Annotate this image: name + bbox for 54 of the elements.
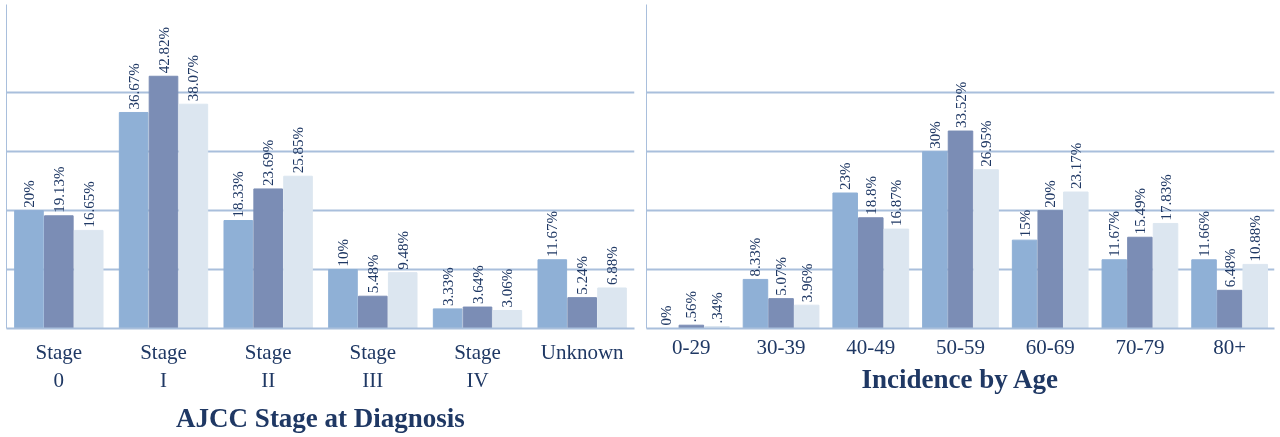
data-label: .34% [708,292,725,324]
x-tick-label: 60-69 [1025,334,1075,359]
data-label: 25.85% [290,126,307,174]
data-label: 23.17% [1067,142,1084,190]
text: Incidence by Age [861,363,1059,394]
x-tick-label: Stage I [140,339,187,393]
x-tick-label: 40-49 [846,334,896,359]
data-label: 3.64% [469,265,486,305]
text: AJCC Stage at Diagnosis [176,402,465,433]
x-tick-label: Stage 0 [35,339,83,393]
data-label: 20% [1042,180,1059,208]
data-label: 5.07% [773,256,790,296]
data-label: 42.82% [155,27,172,74]
data-label: 15.49% [1131,188,1148,235]
x-tick-label: 30-39 [756,334,806,359]
data-label: 19.13% [50,166,67,213]
data-label: 5.48% [364,254,381,294]
data-label: 9.48% [394,230,411,270]
data-label: 23% [837,162,854,191]
x-tick-label: Stage II [244,339,292,393]
x-tick-label: 0-29 [672,334,711,359]
data-label: 36.67% [125,63,142,110]
data-label: 16.87% [888,179,905,227]
data-label: 3.06% [499,268,516,308]
x-tick-label: 50-59 [936,334,985,359]
data-label: 17.83% [1157,174,1174,221]
x-tick-label: Stage IV [454,339,501,393]
data-label: 33.52% [952,81,969,129]
data-label: 10.88% [1247,215,1264,262]
data-label: 23.69% [260,139,277,186]
data-label: 6.48% [1221,248,1238,288]
data-label: 3.33% [439,267,456,306]
data-label: 5.24% [574,255,591,295]
data-label: 18.8% [862,176,879,215]
x-tick-label: 80+ [1213,334,1247,359]
data-label: 3.96% [798,263,815,303]
data-label: .56% [683,290,700,323]
data-label: 30% [926,121,943,149]
x-tick-label: 70-79 [1115,334,1165,359]
data-label: 16.65% [80,181,97,228]
data-label: 26.95% [978,120,995,167]
data-label: 0% [657,305,674,326]
data-label: 11.66% [1196,211,1213,257]
data-label: 8.33% [747,237,764,277]
data-label: 11.67% [1106,211,1123,257]
data-label: 6.88% [604,246,621,285]
data-label: 38.07% [185,54,202,102]
data-label: 11.67% [544,211,561,257]
data-label: 20% [20,180,37,208]
data-label: 18.33% [230,171,247,218]
x-tick-label: Stage III [349,339,397,393]
data-label: 15% [1016,209,1033,238]
data-label: 10% [334,239,351,267]
x-tick-label: Unknown [540,339,625,364]
